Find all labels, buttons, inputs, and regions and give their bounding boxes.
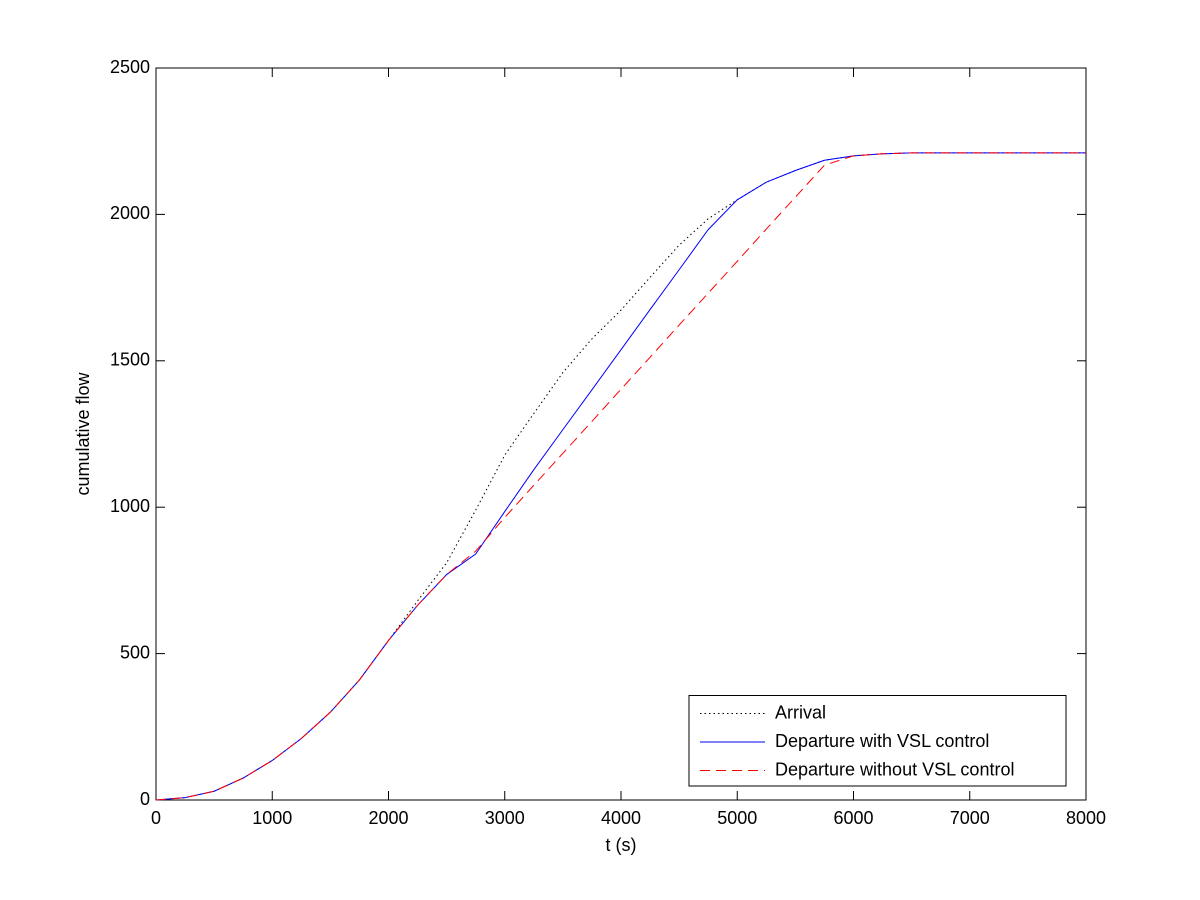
y-tick-label: 2500	[110, 57, 150, 77]
x-tick-label: 2000	[368, 808, 408, 828]
y-tick-label: 500	[120, 642, 150, 662]
y-tick-label: 1500	[110, 350, 150, 370]
legend-label: Arrival	[775, 702, 826, 722]
x-tick-label: 8000	[1066, 808, 1106, 828]
x-tick-label: 6000	[833, 808, 873, 828]
x-tick-label: 3000	[485, 808, 525, 828]
x-axis-label: t (s)	[606, 835, 637, 855]
y-tick-label: 1000	[110, 496, 150, 516]
series-line	[155, 152, 1086, 801]
x-tick-label: 5000	[717, 808, 757, 828]
x-tick-label: 7000	[950, 808, 990, 828]
legend-label: Departure with VSL control	[775, 731, 989, 751]
x-tick-label: 4000	[601, 808, 641, 828]
y-tick-label: 2000	[110, 203, 150, 223]
plot-area	[155, 67, 1087, 801]
y-tick-label: 0	[140, 789, 150, 809]
legend-label: Departure without VSL control	[775, 759, 1014, 779]
y-axis-label: cumulative flow	[73, 371, 93, 495]
x-tick-label: 0	[151, 808, 161, 828]
x-tick-label: 1000	[252, 808, 292, 828]
